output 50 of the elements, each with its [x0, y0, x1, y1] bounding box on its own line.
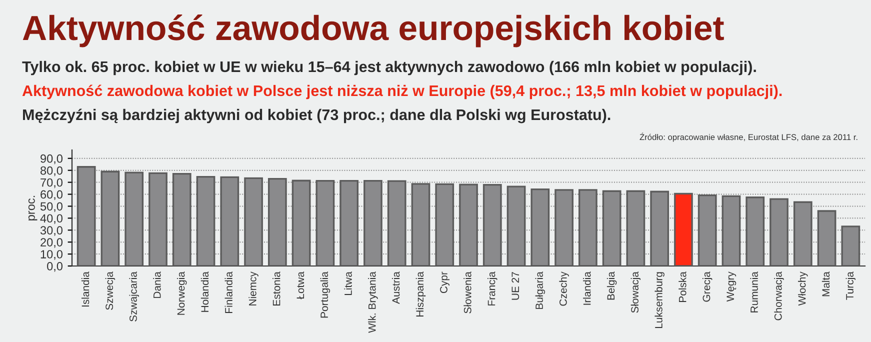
x-tick-label: Finlandia: [224, 272, 232, 313]
bar: [674, 192, 693, 266]
x-tick-label: Malta: [822, 272, 830, 296]
x-tick-label: Polska: [678, 272, 686, 302]
y-tick-label: 20,0: [40, 238, 63, 248]
x-tick-label: Hiszpania: [416, 272, 426, 316]
x-tick-label: Irlandia: [583, 272, 591, 305]
x-tick-label: Norwegia: [177, 272, 187, 315]
x-tick-label: Islandia: [81, 272, 90, 306]
x-tick-label: Szwajcaria: [129, 272, 139, 322]
x-tick-label: Słowacja: [630, 272, 641, 313]
x-tick-label: Austria: [392, 272, 400, 304]
x-tick-label: Cypr: [440, 272, 450, 294]
x-tick-label: Chorwacja: [774, 272, 784, 320]
x-tick-label: Turcja: [846, 272, 856, 300]
x-tick-label: Rumunia: [750, 272, 758, 312]
chart-title: Aktywność zawodowa europejskich kobiet: [22, 14, 724, 48]
text: Aktywność zawodowa kobiet w Polsce jest niższa niż w Europie (59,4 proc.; 13,5 mln kobiet w populacji).: [22, 84, 782, 100]
x-tick-label: Niemcy: [248, 272, 258, 306]
y-tick-label: 70,0: [40, 178, 63, 188]
x-tick-label: Belgia: [606, 272, 617, 300]
x-tick-label: Estonia: [272, 272, 280, 306]
x-tick-label: Holandia: [200, 272, 209, 312]
x-tick-label: Luksemburg: [654, 272, 664, 328]
y-tick-label: 10,0: [40, 250, 63, 260]
x-tick-label: Dania: [153, 272, 161, 298]
x-tick-label: Portugalia: [320, 272, 330, 318]
chart-subtitle: Tylko ok. 65 proc. kobiet w UE w wieku 15–64 jest aktywnych zawodowo (166 mln kobiet w populacji).: [22, 60, 756, 76]
y-tick-label: 40,0: [40, 214, 63, 224]
x-tick-label: Grecja: [702, 272, 712, 302]
x-tick-label: Francja: [488, 272, 498, 306]
x-tick-label: Włochy: [798, 272, 808, 306]
x-tick-label: UE 27: [512, 272, 520, 300]
text: Źródło: opracowanie własne, Eurostat LFS, dane za 2011 r.: [640, 132, 858, 142]
x-tick-label: Litwa: [344, 272, 352, 296]
text: Mężczyźni są bardziej aktywni od kobiet (73 proc.; dane dla Polski wg Eurostatu).: [23, 108, 610, 124]
y-tick-label: 50,0: [40, 202, 63, 212]
x-tick-label: Słowenia: [464, 272, 472, 314]
y-tick-label: 60,0: [40, 190, 63, 200]
y-tick-label: 30,0: [40, 226, 63, 236]
y-tick-label: 90,0: [40, 154, 63, 164]
y-tick-label: 0,0: [47, 262, 63, 272]
x-tick-label: Łotwa: [296, 272, 304, 300]
x-tick-label: Bułgaria: [535, 272, 546, 309]
y-tick-label: 80,0: [40, 166, 63, 176]
x-tick-label: Wlk. Brytania: [368, 272, 378, 333]
x-tick-label: Czechy: [559, 272, 569, 306]
x-tick-label: Szwecja: [105, 272, 116, 310]
x-tick-label: Węgry: [726, 272, 736, 302]
y-axis-title: proc.: [28, 196, 38, 220]
